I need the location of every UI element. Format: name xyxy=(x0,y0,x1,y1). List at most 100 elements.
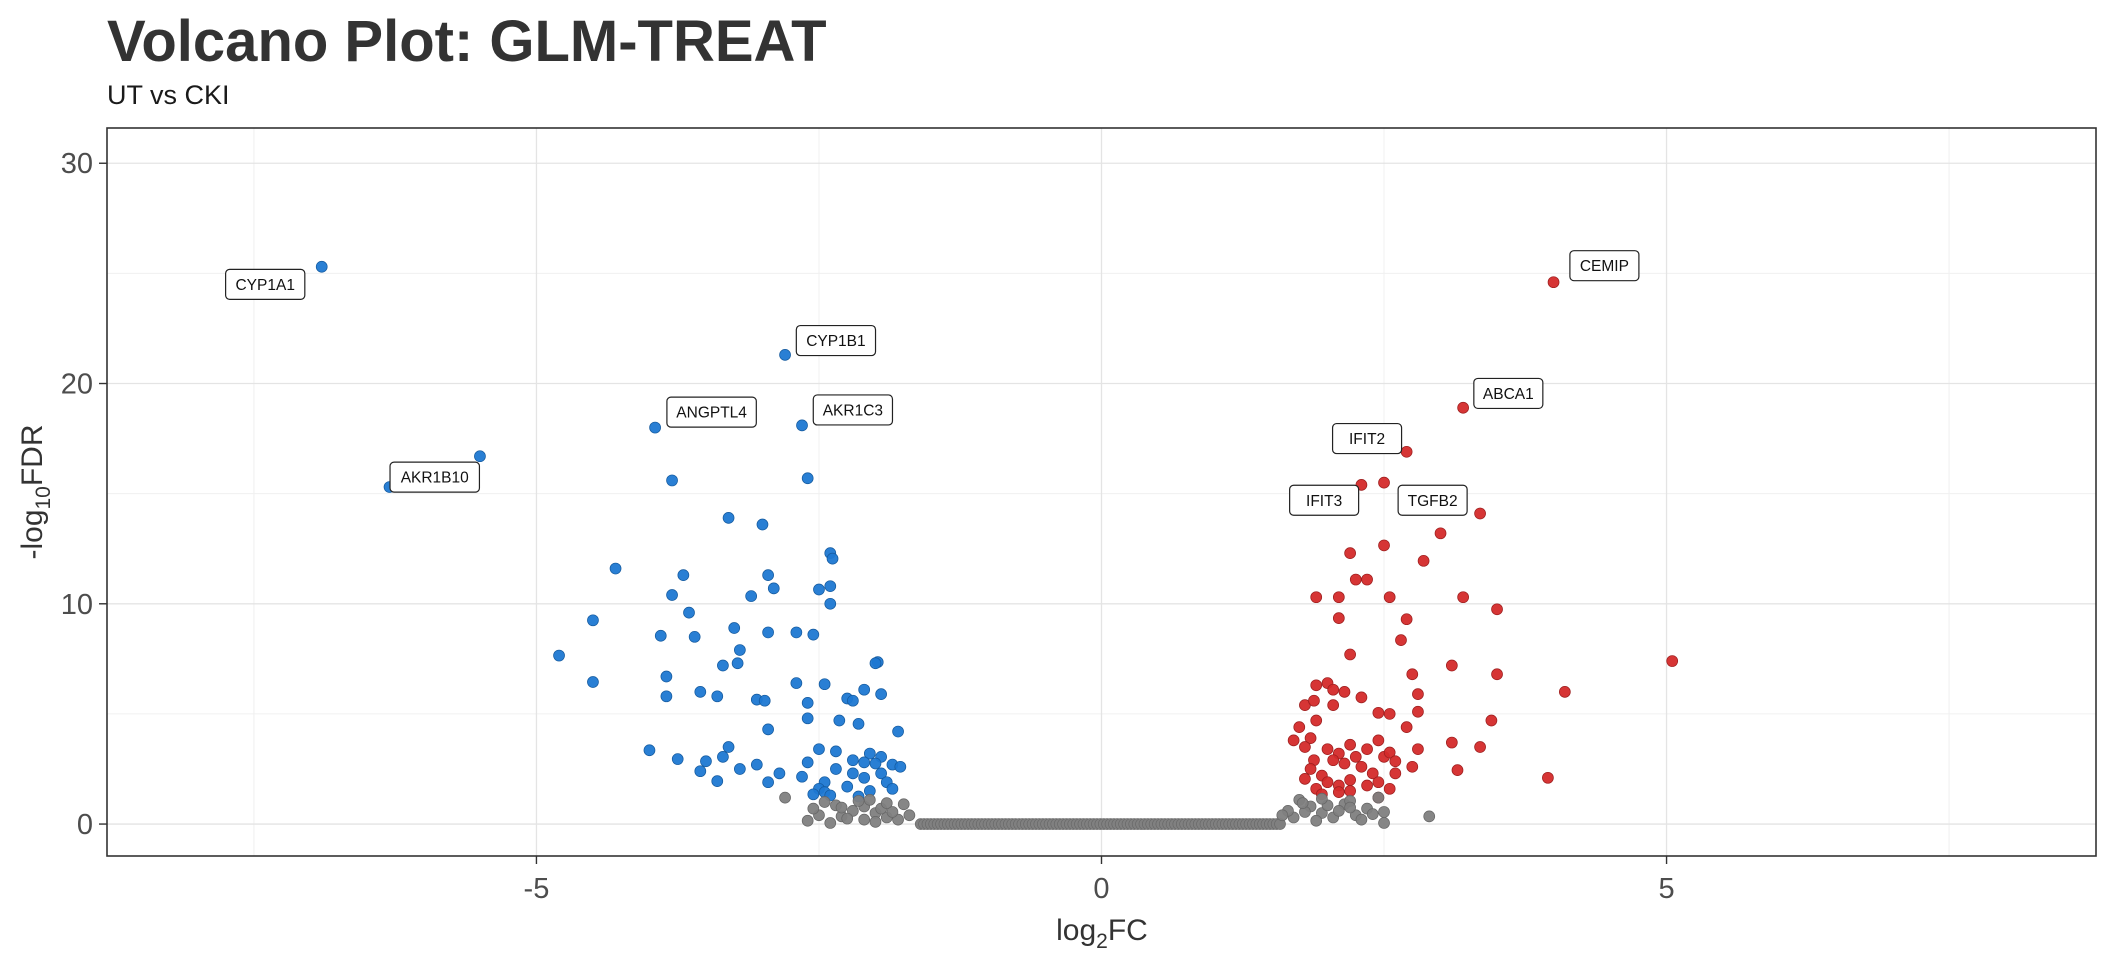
point-up xyxy=(1383,746,1396,759)
point-up xyxy=(1287,734,1300,747)
point-up xyxy=(1457,591,1469,604)
point-up xyxy=(1308,694,1320,707)
point-down xyxy=(694,686,707,698)
point-down xyxy=(750,758,763,771)
chart-title: Volcano Plot: GLM-TREAT xyxy=(107,9,827,74)
point-down xyxy=(654,629,667,642)
point-ns xyxy=(1310,814,1323,827)
point-down xyxy=(734,644,746,656)
point-up xyxy=(1304,763,1317,775)
gene-label: CYP1A1 xyxy=(225,268,306,300)
point-up xyxy=(1355,760,1368,773)
point-up xyxy=(1299,773,1311,785)
point-up xyxy=(1412,688,1424,700)
point-up xyxy=(1383,708,1396,720)
point-down xyxy=(847,754,859,767)
point-up xyxy=(1310,591,1323,604)
gene-label-box xyxy=(1331,422,1403,455)
point-up xyxy=(1344,774,1356,786)
point-down xyxy=(790,626,803,639)
point-up xyxy=(1327,683,1340,696)
point-up xyxy=(1445,736,1458,749)
point-down xyxy=(717,659,729,672)
point-up xyxy=(1338,757,1351,770)
point-down xyxy=(886,782,899,795)
point-down xyxy=(858,771,871,784)
point-up xyxy=(1366,767,1379,780)
point-ns xyxy=(807,802,820,815)
point-ns xyxy=(863,793,876,806)
gene-label-text: ABCA1 xyxy=(1483,386,1534,403)
nonsignificant-band xyxy=(914,818,1286,830)
point-up xyxy=(1666,655,1679,667)
gene-label-box xyxy=(795,324,877,357)
point-up xyxy=(1547,276,1560,289)
y-tick-label: 0 xyxy=(77,809,93,841)
x-axis-label: log2FC xyxy=(1056,914,1148,953)
gene-label-box xyxy=(1473,377,1544,410)
point-ns xyxy=(897,798,910,811)
point-down xyxy=(666,474,678,487)
point-up xyxy=(1383,782,1396,795)
gene-label: ABCA1 xyxy=(1473,377,1544,410)
gene-labels: CYP1A1 CYP1B1 ANGPTL4 AKR1C3 AKR1B10 CEMIP ABC… xyxy=(225,250,1640,516)
point-up xyxy=(1412,743,1424,756)
point-down xyxy=(847,694,859,707)
point-down xyxy=(717,751,729,763)
point-down xyxy=(807,628,820,641)
point-down xyxy=(671,753,684,765)
gene-label-text: IFIT2 xyxy=(1349,431,1385,448)
point-ns xyxy=(1378,806,1390,818)
point-ns xyxy=(1378,817,1390,829)
gene-label-text: AKR1C3 xyxy=(823,402,883,419)
point-ns xyxy=(903,809,916,822)
point-up xyxy=(1361,743,1373,756)
point-up xyxy=(1310,679,1323,692)
x-axis-label-tail: FC xyxy=(1108,914,1148,947)
point-ns xyxy=(1316,792,1328,805)
y-axis-label: -log10FDR xyxy=(16,424,55,559)
gene-label: AKR1B10 xyxy=(389,461,481,493)
point-down xyxy=(830,763,842,775)
point-down xyxy=(643,744,656,757)
point-down xyxy=(869,657,882,670)
point-down xyxy=(875,688,887,700)
x-axis-label-sub: 2 xyxy=(1096,930,1108,953)
point-up xyxy=(1332,612,1345,624)
point-down xyxy=(688,630,701,643)
point-down xyxy=(756,518,769,531)
point-up xyxy=(1310,714,1323,727)
gene-label: CYP1B1 xyxy=(795,324,877,357)
gene-label-box xyxy=(389,461,481,493)
point-down xyxy=(892,725,904,738)
gene-label-text: CYP1B1 xyxy=(806,333,865,350)
point-up xyxy=(1321,776,1334,789)
point-ns xyxy=(835,801,848,814)
point-down xyxy=(826,552,839,565)
y-axis-label-sub: 10 xyxy=(32,486,55,509)
point-up xyxy=(1338,686,1351,698)
point-up xyxy=(1389,767,1402,780)
point-up xyxy=(1344,648,1356,661)
point-up xyxy=(1372,706,1385,719)
point-up xyxy=(1457,401,1469,414)
point-up xyxy=(1400,721,1413,733)
point-up xyxy=(1491,668,1503,681)
gene-label-text: IFIT3 xyxy=(1306,493,1342,510)
gene-label-box xyxy=(1289,484,1360,516)
point-down xyxy=(813,743,825,756)
point-down xyxy=(762,723,774,736)
point-ns xyxy=(841,812,854,825)
x-axis-label-main: log xyxy=(1056,914,1096,947)
point-down xyxy=(767,582,780,595)
point-up xyxy=(1321,743,1334,756)
gene-label-box xyxy=(225,268,306,300)
point-down xyxy=(875,767,887,780)
point-up xyxy=(1299,741,1311,753)
point-up xyxy=(1344,547,1356,559)
gene-label: IFIT2 xyxy=(1331,422,1403,455)
point-down xyxy=(722,741,735,753)
point-ns xyxy=(818,796,831,808)
point-down xyxy=(894,760,907,773)
chart-subtitle: UT vs CKI xyxy=(107,80,230,110)
